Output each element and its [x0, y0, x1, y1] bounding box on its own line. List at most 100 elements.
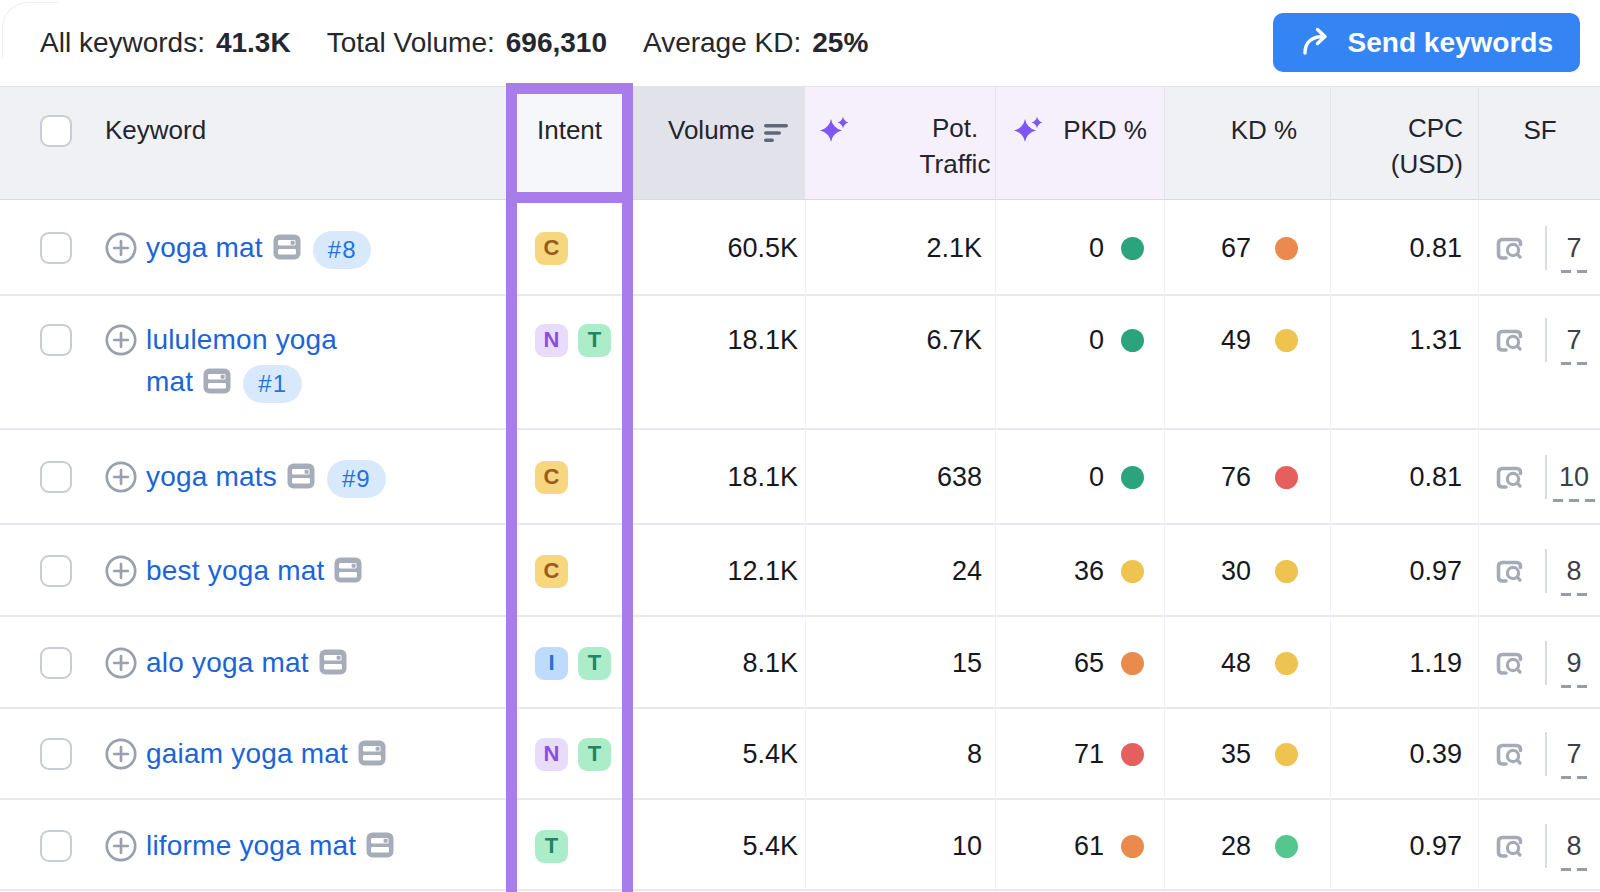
column-header-kd[interactable]: KD %	[1214, 110, 1314, 150]
table-row: best yoga matC12.1K2436300.978	[0, 525, 1600, 617]
intent-badges: NT	[535, 738, 611, 771]
stat-total-volume: Total Volume:696,310	[327, 27, 607, 59]
row-checkbox[interactable]	[40, 555, 72, 587]
table-row: lululemon yoga mat#1NT18.1K6.7K0491.317	[0, 296, 1600, 430]
table-row: yoga mats#9C18.1K6380760.8110	[0, 430, 1600, 525]
volume-value: 8.1K	[742, 647, 798, 679]
add-keyword-icon[interactable]	[104, 646, 138, 680]
column-header-volume[interactable]: Volume	[668, 110, 755, 150]
column-header-sf[interactable]: SF	[1508, 110, 1572, 150]
intent-badge-I: I	[535, 647, 568, 680]
pot-traffic-value: 638	[937, 461, 982, 493]
serp-preview-icon[interactable]	[277, 461, 315, 492]
sf-divider	[1545, 641, 1547, 685]
pkd-value: 61	[1074, 830, 1104, 862]
select-all-checkbox[interactable]	[40, 115, 72, 147]
serp-features-icon[interactable]	[1494, 649, 1525, 682]
column-divider	[805, 200, 806, 889]
serp-features-icon[interactable]	[1494, 740, 1525, 773]
rank-badge: #8	[313, 231, 372, 269]
row-checkbox[interactable]	[40, 461, 72, 493]
intent-badge-N: N	[535, 324, 568, 357]
row-checkbox[interactable]	[40, 830, 72, 862]
volume-value: 18.1K	[727, 461, 798, 493]
sf-count[interactable]: 9	[1552, 647, 1596, 688]
pkd-value: 0	[1089, 232, 1104, 264]
kd-dot	[1275, 560, 1298, 583]
serp-preview-icon[interactable]	[348, 738, 386, 769]
cpc-value: 0.81	[1409, 461, 1462, 493]
sf-divider	[1545, 318, 1547, 362]
add-keyword-icon[interactable]	[104, 554, 138, 588]
kd-dot	[1275, 835, 1298, 858]
keyword-link[interactable]: yoga mats#9	[146, 456, 486, 498]
pot-traffic-value: 15	[952, 647, 982, 679]
serp-preview-icon[interactable]	[356, 830, 394, 861]
volume-value: 18.1K	[727, 324, 798, 356]
intent-badge-T: T	[578, 324, 611, 357]
column-header-pkd[interactable]: PKD %	[1063, 110, 1147, 150]
keyword-link[interactable]: gaiam yoga mat	[146, 733, 486, 775]
table-row: yoga mat#8C60.5K2.1K0670.817	[0, 200, 1600, 296]
serp-preview-icon[interactable]	[263, 232, 301, 263]
kd-value: 49	[1221, 324, 1251, 356]
column-divider	[995, 200, 996, 889]
keyword-link[interactable]: liforme yoga mat	[146, 825, 486, 867]
serp-preview-icon[interactable]	[324, 555, 362, 586]
serp-features-icon[interactable]	[1494, 557, 1525, 590]
table-row: alo yoga matIT8.1K1565481.199	[0, 617, 1600, 709]
intent-badges: C	[535, 461, 568, 494]
intent-highlight-top	[506, 83, 633, 94]
keyword-link[interactable]: best yoga mat	[146, 550, 486, 592]
column-divider	[1164, 200, 1165, 889]
column-header-intent[interactable]: Intent	[517, 110, 622, 150]
intent-badges: NT	[535, 324, 611, 357]
add-keyword-icon[interactable]	[104, 323, 138, 357]
pkd-value: 36	[1074, 555, 1104, 587]
add-keyword-icon[interactable]	[104, 737, 138, 771]
stat-all-keywords: All keywords:41.3K	[40, 27, 291, 59]
serp-preview-icon[interactable]	[309, 647, 347, 678]
sf-count[interactable]: 7	[1552, 232, 1596, 273]
column-header-pot-traffic[interactable]: Pot.Traffic	[905, 110, 1005, 182]
summary-stats: All keywords:41.3K Total Volume:696,310 …	[40, 0, 868, 86]
serp-preview-icon[interactable]	[193, 366, 231, 397]
serp-features-icon[interactable]	[1494, 832, 1525, 865]
add-keyword-icon[interactable]	[104, 231, 138, 265]
keyword-link[interactable]: alo yoga mat	[146, 642, 486, 684]
sf-count[interactable]: 7	[1552, 324, 1596, 365]
intent-badges: C	[535, 555, 568, 588]
serp-features-icon[interactable]	[1494, 326, 1525, 359]
pkd-value: 65	[1074, 647, 1104, 679]
serp-features-icon[interactable]	[1494, 463, 1525, 496]
sf-count[interactable]: 10	[1552, 461, 1596, 502]
sort-descending-icon[interactable]	[764, 124, 790, 147]
pkd-value: 0	[1089, 324, 1104, 356]
add-keyword-icon[interactable]	[104, 460, 138, 494]
send-keywords-button[interactable]: Send keywords	[1273, 13, 1580, 72]
kd-value: 48	[1221, 647, 1251, 679]
kd-value: 30	[1221, 555, 1251, 587]
intent-badges: IT	[535, 647, 611, 680]
row-checkbox[interactable]	[40, 647, 72, 679]
pkd-dot	[1121, 652, 1144, 675]
header-divider	[1478, 87, 1479, 201]
volume-value: 60.5K	[727, 232, 798, 264]
cpc-value: 1.31	[1409, 324, 1462, 356]
serp-features-icon[interactable]	[1494, 234, 1525, 267]
column-header-cpc[interactable]: CPC(USD)	[1391, 110, 1463, 182]
row-checkbox[interactable]	[40, 232, 72, 264]
sf-count[interactable]: 8	[1552, 830, 1596, 871]
pkd-dot	[1121, 329, 1144, 352]
column-header-keyword[interactable]: Keyword	[105, 110, 206, 150]
sf-count[interactable]: 7	[1552, 738, 1596, 779]
table-header: Keyword Intent Volume Pot.Traffic PKD % …	[0, 86, 1600, 200]
keyword-link[interactable]: lululemon yoga mat#1	[146, 319, 486, 403]
keyword-link[interactable]: yoga mat#8	[146, 227, 486, 269]
add-keyword-icon[interactable]	[104, 829, 138, 863]
sf-count[interactable]: 8	[1552, 555, 1596, 596]
stat-average-kd: Average KD:25%	[643, 27, 868, 59]
row-checkbox[interactable]	[40, 324, 72, 356]
intent-highlight-right	[622, 83, 633, 892]
row-checkbox[interactable]	[40, 738, 72, 770]
